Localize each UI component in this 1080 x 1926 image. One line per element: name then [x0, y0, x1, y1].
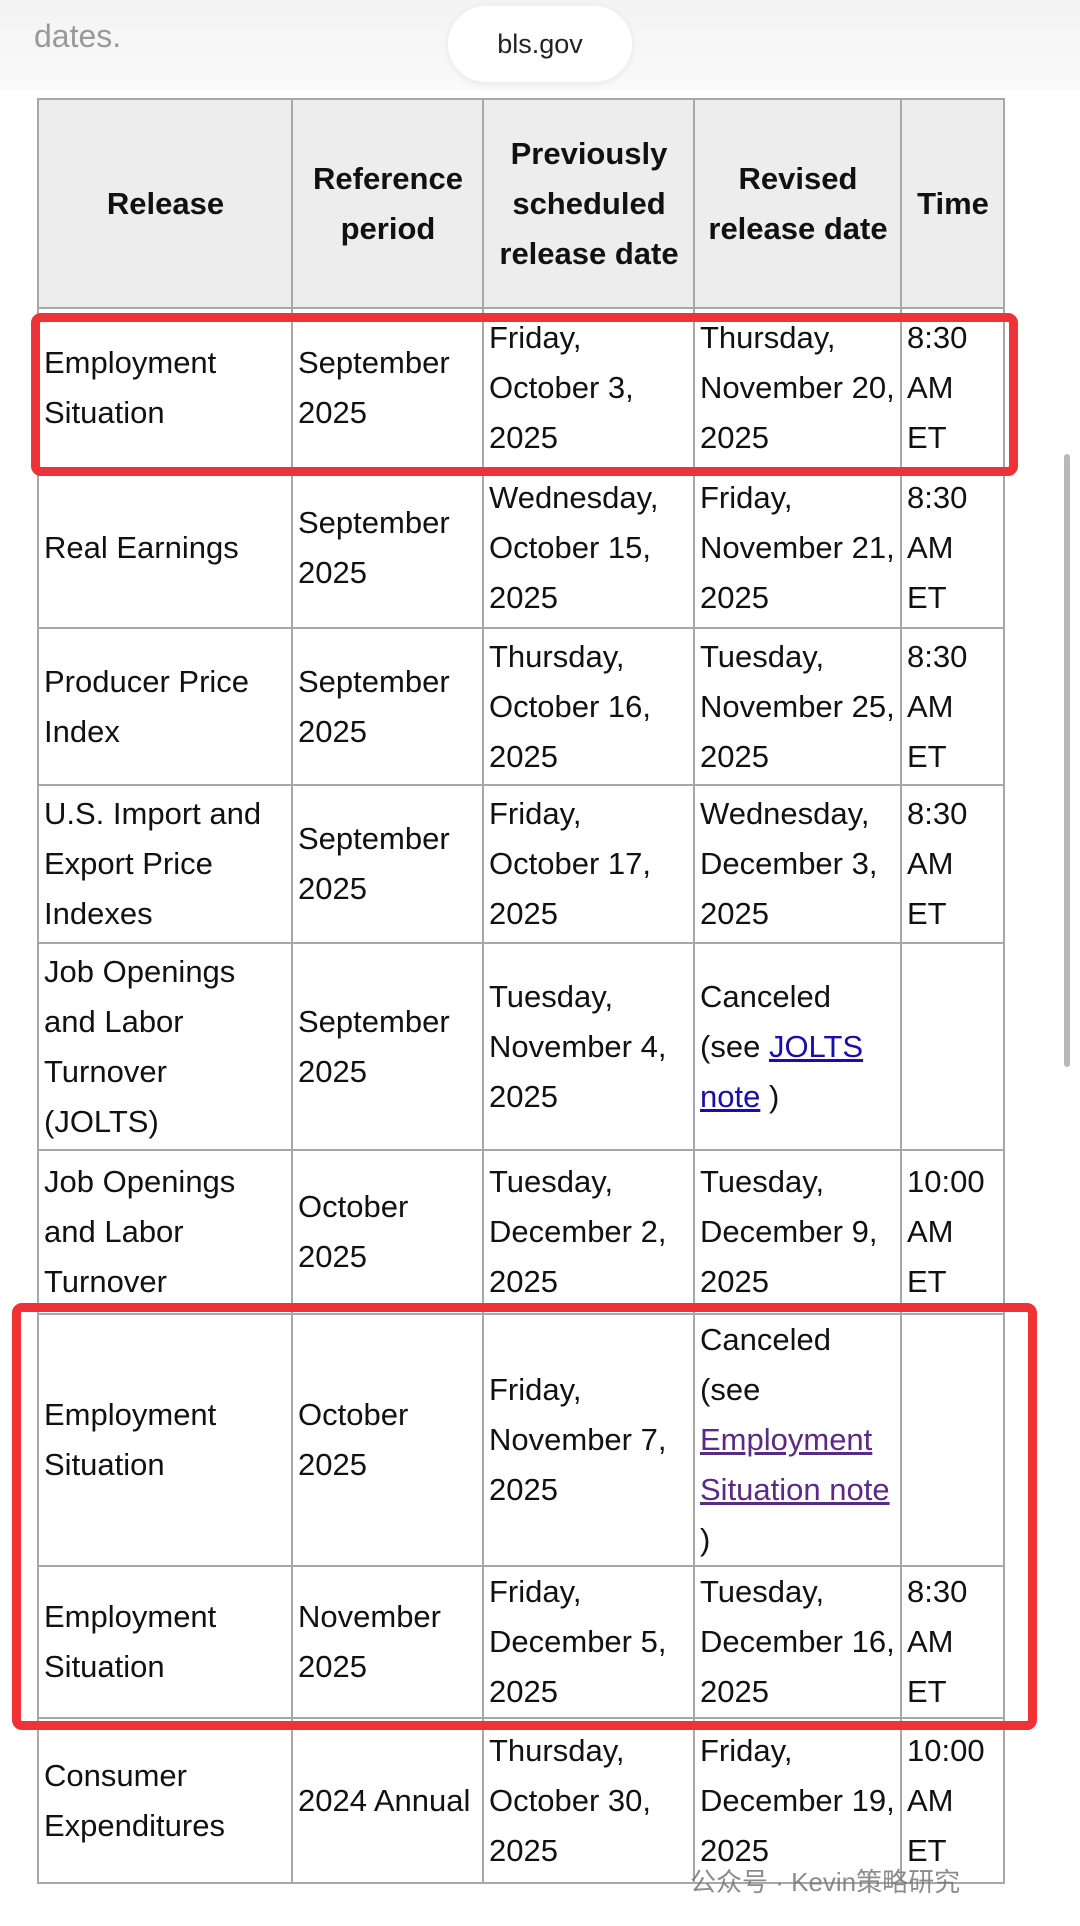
table-cell: 10:00 AM ET	[900, 1149, 1005, 1315]
table-cell: Consumer Expenditures	[37, 1717, 293, 1884]
table-cell: Employment Situation	[37, 1565, 293, 1719]
url-pill[interactable]: bls.gov	[448, 6, 632, 82]
table-cell: Employment Situation	[37, 1313, 293, 1567]
table-cell: Friday, November 7, 2025	[482, 1313, 695, 1567]
table-cell: 8:30 AM ET	[900, 1565, 1005, 1719]
table-cell: Real Earnings	[37, 467, 293, 629]
table-cell: Tuesday, November 4, 2025	[482, 942, 695, 1151]
table-cell: Wednesday, October 15, 2025	[482, 467, 695, 629]
cell-text: )	[768, 1078, 780, 1114]
header-row: Release Reference period Previously schedu…	[37, 98, 1005, 309]
cell-text: )	[700, 1522, 711, 1557]
table-cell: 8:30 AM ET	[900, 784, 1005, 944]
table-cell: Job Openings and Labor Turnover (JOLTS)	[37, 942, 293, 1151]
clipped-text: dates.	[34, 18, 122, 54]
table-row: Employment Situation October 2025 Friday, …	[37, 1313, 1005, 1567]
table-row: Producer Price Index September 2025 Thursd…	[37, 627, 1005, 786]
column-header: Revised release date	[693, 98, 902, 309]
table-cell: Tuesday, December 2, 2025	[482, 1149, 695, 1315]
table-cell: Job Openings and Labor Turnover	[37, 1149, 293, 1315]
table-cell: 8:30 AM ET	[900, 467, 1005, 629]
table-row: Consumer Expenditures 2024 Annual Thursday…	[37, 1717, 1005, 1884]
table-body: Employment Situation September 2025 Friday…	[37, 307, 1005, 1884]
table-cell: Thursday, October 30, 2025	[482, 1717, 695, 1884]
table-cell: September 2025	[291, 942, 484, 1151]
table-cell: September 2025	[291, 627, 484, 786]
highlight-box	[12, 1303, 1037, 1730]
cell-text: Canceled (see	[700, 1322, 831, 1407]
table-row: Job Openings and Labor Turnover October 2…	[37, 1149, 1005, 1315]
table-cell: 8:30 AM ET	[900, 627, 1005, 786]
note-link[interactable]: Employment Situation note	[700, 1422, 890, 1507]
table-cell: Tuesday, November 25, 2025	[693, 627, 902, 786]
highlight-box	[31, 313, 1018, 476]
table-cell: Tuesday, December 16, 2025	[693, 1565, 902, 1719]
table-cell: Tuesday, December 9, 2025	[693, 1149, 902, 1315]
table-cell: Thursday, October 16, 2025	[482, 627, 695, 786]
table-cell: 2024 Annual	[291, 1717, 484, 1884]
column-header: Release	[37, 98, 293, 309]
table-cell: Wednesday, December 3, 2025	[693, 784, 902, 944]
watermark: 公众号 · Kevin策略研究	[690, 1867, 961, 1897]
table-cell: U.S. Import and Export Price Indexes	[37, 784, 293, 944]
note-link[interactable]: JOLTS note	[700, 1028, 864, 1114]
table-cell	[900, 1313, 1005, 1567]
table-cell: September 2025	[291, 307, 484, 469]
table-cell: Friday, October 17, 2025	[482, 784, 695, 944]
table-cell: 8:30 AM ET	[900, 307, 1005, 469]
table-cell: 10:00 AM ET	[900, 1717, 1005, 1884]
column-header: Time	[900, 98, 1005, 309]
table-cell: October 2025	[291, 1149, 484, 1315]
table-row: Real Earnings September 2025 Wednesday, Oc…	[37, 467, 1005, 629]
table-row: U.S. Import and Export Price Indexes Sept…	[37, 784, 1005, 944]
table-cell: Canceled (see Employment Situation note …	[693, 1313, 902, 1567]
table-cell: Friday, December 19, 2025	[693, 1717, 902, 1884]
table-cell: Thursday, November 20, 2025	[693, 307, 902, 469]
table-cell: September 2025	[291, 467, 484, 629]
table-cell: September 2025	[291, 784, 484, 944]
table-row: Job Openings and Labor Turnover (JOLTS) S…	[37, 942, 1005, 1151]
table-cell: Canceled (see JOLTS note )	[693, 942, 902, 1151]
release-table: Release Reference period Previously schedu…	[37, 98, 1005, 1884]
cell-text: Canceled (see	[700, 978, 831, 1064]
table-row: Employment Situation November 2025 Friday,…	[37, 1565, 1005, 1719]
table-row: Employment Situation September 2025 Friday…	[37, 307, 1005, 469]
table-cell: Employment Situation	[37, 307, 293, 469]
column-header: Previously scheduled release date	[482, 98, 695, 309]
scrollbar	[1064, 454, 1070, 1067]
table-cell: Friday, November 21, 2025	[693, 467, 902, 629]
column-header: Reference period	[291, 98, 484, 309]
table-cell	[900, 942, 1005, 1151]
table-cell: October 2025	[291, 1313, 484, 1567]
table-cell: Friday, December 5, 2025	[482, 1565, 695, 1719]
table-cell: Friday, October 3, 2025	[482, 307, 695, 469]
table-cell: November 2025	[291, 1565, 484, 1719]
table-cell: Producer Price Index	[37, 627, 293, 786]
